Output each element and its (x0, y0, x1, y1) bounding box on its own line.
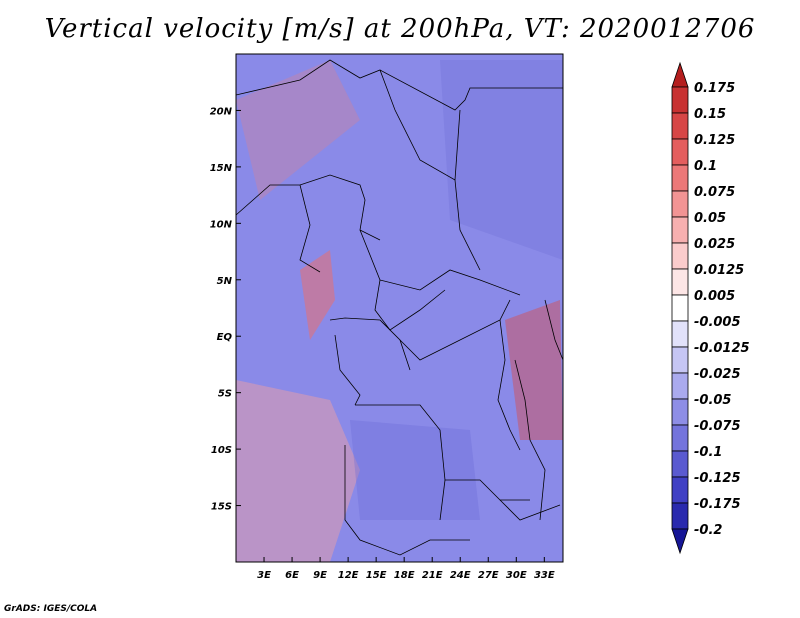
colorbar-label: -0.125 (694, 471, 741, 486)
colorbar-swatch (671, 242, 689, 270)
colorbar-swatch (671, 138, 689, 166)
positive-region-east (505, 300, 563, 440)
colorbar-label: -0.175 (694, 497, 741, 512)
colorbar-max-arrow (671, 61, 689, 88)
lon-tick-label: 24E (450, 570, 471, 581)
colorbar-swatch (671, 450, 689, 478)
lat-tick-label: 15N (210, 163, 233, 174)
lat-tick-label: EQ (217, 332, 233, 343)
colorbar-label: 0.175 (694, 81, 735, 96)
colorbar-swatch (671, 398, 689, 426)
lon-tick-label: 6E (285, 570, 299, 581)
latitude-axis: 20N 15N 10N 5N EQ 5S 10S 15S (210, 106, 241, 513)
lat-tick-label: 10N (210, 219, 233, 230)
negative-region-northeast (440, 60, 563, 260)
grads-credit: GrADS: IGES/COLA (4, 604, 98, 614)
colorbar-label: -0.005 (694, 315, 741, 330)
country-borders (236, 59, 563, 556)
colorbar-label: 0.1 (694, 159, 717, 174)
colorbar-swatch (671, 502, 689, 530)
lon-tick-label: 27E (478, 570, 499, 581)
colorbar-swatch (671, 424, 689, 452)
colorbar-swatch (671, 346, 689, 374)
lat-tick-label: 10S (211, 445, 232, 456)
lat-tick-label: 15S (211, 502, 232, 513)
positive-region-southwest (236, 380, 360, 562)
lon-tick-label: 12E (338, 570, 359, 581)
lon-tick-label: 9E (313, 570, 327, 581)
negative-region-south (350, 420, 480, 520)
lon-tick-label: 21E (422, 570, 443, 581)
lat-tick-label: 20N (210, 106, 233, 117)
lat-tick-label: 5S (218, 389, 232, 400)
colorbar-label: 0.05 (694, 211, 726, 226)
chart-title: Vertical velocity [m/s] at 200hPa, VT: 2… (44, 14, 756, 44)
colorbar-label: 0.0125 (694, 263, 744, 278)
lon-tick-label: 3E (257, 570, 271, 581)
colorbar-swatch (671, 294, 689, 322)
colorbar-label: -0.1 (694, 445, 722, 460)
colorbar-swatch (671, 164, 689, 192)
positive-band (300, 250, 335, 340)
colorbar-swatch (671, 476, 689, 504)
colorbar-swatch (671, 86, 689, 114)
positive-region-north (236, 60, 360, 200)
colorbar-label: 0.075 (694, 185, 735, 200)
colorbar-label: -0.2 (694, 523, 722, 538)
colorbar-swatch (671, 112, 689, 140)
lon-tick-label: 18E (394, 570, 415, 581)
colorbar-swatch (671, 216, 689, 244)
colorbar-min-arrow (671, 528, 689, 555)
lon-tick-label: 30E (506, 570, 527, 581)
colorbar-swatch (671, 190, 689, 218)
lon-tick-label: 33E (534, 570, 555, 581)
field-base (236, 54, 563, 562)
colorbar-label: -0.075 (694, 419, 741, 434)
colorbar-swatch (671, 372, 689, 400)
colorbar-label: 0.125 (694, 133, 735, 148)
colorbar-label: 0.005 (694, 289, 735, 304)
lat-tick-label: 5N (217, 276, 233, 287)
velocity-field (236, 54, 563, 562)
longitude-axis: 3E 6E 9E 12E 15E 18E 21E 24E 27E 30E 33E (257, 557, 555, 581)
colorbar-swatch (671, 268, 689, 296)
colorbar-label: 0.15 (694, 107, 726, 122)
lon-tick-label: 15E (366, 570, 387, 581)
colorbar-swatch (671, 320, 689, 348)
colorbar: 0.175 0.15 0.125 0.1 0.075 0.05 0.025 0.0125 0.0… (671, 61, 750, 555)
colorbar-label: -0.05 (694, 393, 731, 408)
colorbar-label: 0.025 (694, 237, 735, 252)
map-frame (235, 53, 564, 563)
colorbar-label: -0.0125 (694, 341, 750, 356)
colorbar-label: -0.025 (694, 367, 741, 382)
